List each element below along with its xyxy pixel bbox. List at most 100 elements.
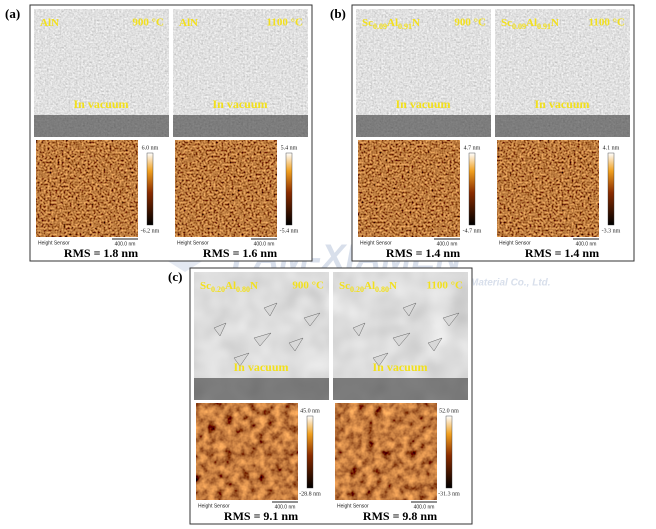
panel-label: (b) — [330, 6, 346, 21]
sem-grain — [303, 312, 321, 327]
temperature: 1100 °C — [427, 280, 464, 292]
afm-sensor: Height Sensor — [360, 240, 392, 246]
afm-min: -6.2 nm — [141, 228, 160, 234]
sem-grain — [253, 332, 272, 347]
temperature: 900 °C — [292, 280, 324, 292]
afm-min: -28.8 nm — [299, 491, 321, 497]
afm-colorbar — [285, 152, 293, 226]
afm-image — [36, 140, 138, 237]
material-part: AlN — [179, 17, 198, 29]
material-part: N — [250, 280, 258, 292]
material: Sc0.09Al0.91N — [501, 17, 559, 32]
afm-colorbar — [607, 152, 615, 226]
temperature: 1100 °C — [267, 17, 304, 29]
afm-scale: 400.0 nm — [275, 504, 296, 510]
material-part: Al — [526, 17, 537, 29]
sem-label: In vacuum — [395, 97, 450, 111]
rms: RMS = 1.8 nm — [64, 246, 138, 260]
sem-label: In vacuum — [73, 97, 128, 111]
watermark-company: Material Co., Ltd. — [470, 278, 551, 289]
material-part: N — [412, 17, 420, 29]
material-subscript: 0.09 — [373, 22, 387, 31]
material: AlN — [40, 17, 59, 29]
sem-grain — [392, 332, 411, 347]
afm-image — [497, 140, 599, 237]
afm-max: 45.0 nm — [300, 408, 320, 414]
material-subscript: 0.91 — [398, 22, 412, 31]
afm-sensor: Height Sensor — [337, 503, 369, 509]
material-part: N — [551, 17, 559, 29]
afm-max: 4.1 nm — [603, 145, 620, 151]
sem-info-bar — [194, 378, 329, 400]
afm-colorbar — [445, 415, 453, 489]
afm-scale: 400.0 nm — [414, 504, 435, 510]
sem-grain — [372, 352, 389, 367]
afm-max: 4.7 nm — [464, 145, 481, 151]
temperature: 1100 °C — [589, 17, 626, 29]
material-part: Sc — [200, 280, 211, 292]
sem-label: In vacuum — [372, 360, 427, 374]
sem-info-bar — [34, 115, 169, 137]
material-subscript: 0.20 — [211, 285, 225, 294]
afm-image — [196, 403, 298, 500]
afm-scale: 400.0 nm — [254, 241, 275, 247]
temperature: 900 °C — [454, 17, 486, 29]
panel-label: (c) — [168, 269, 182, 284]
sem-grain — [233, 352, 250, 367]
afm-min: -4.7 nm — [463, 228, 482, 234]
afm-scale: 400.0 nm — [115, 241, 136, 247]
afm-min: -31.3 nm — [438, 491, 460, 497]
afm-image — [358, 140, 460, 237]
afm-max: 52.0 nm — [439, 408, 459, 414]
material-subscript: 0.80 — [375, 285, 389, 294]
afm-min: -3.3 nm — [602, 228, 621, 234]
sem-grain — [402, 302, 417, 317]
material-subscript: 0.20 — [350, 285, 364, 294]
temperature: 900 °C — [132, 17, 164, 29]
afm-image — [175, 140, 277, 237]
panel-label: (a) — [5, 6, 20, 21]
sem-label: In vacuum — [233, 360, 288, 374]
sem-grain — [442, 312, 460, 327]
material: AlN — [179, 17, 198, 29]
material-part: Al — [364, 280, 375, 292]
sem-grain — [427, 337, 443, 352]
rms: RMS = 9.1 nm — [224, 509, 298, 523]
afm-max: 5.4 nm — [281, 145, 298, 151]
sem-info-bar — [356, 115, 491, 137]
rms: RMS = 1.6 nm — [203, 246, 277, 260]
material-subscript: 0.91 — [537, 22, 551, 31]
material-part: Sc — [501, 17, 512, 29]
afm-sensor: Height Sensor — [198, 503, 230, 509]
afm-colorbar — [306, 415, 314, 489]
afm-scale: 400.0 nm — [437, 241, 458, 247]
afm-sensor: Height Sensor — [499, 240, 531, 246]
afm-max: 6.0 nm — [142, 145, 159, 151]
afm-sensor: Height Sensor — [38, 240, 70, 246]
material-part: AlN — [40, 17, 59, 29]
material-subscript: 0.09 — [512, 22, 526, 31]
sem-grain — [288, 337, 304, 352]
sem-grain — [263, 302, 278, 317]
rms: RMS = 1.4 nm — [386, 246, 460, 260]
rms: RMS = 9.8 nm — [363, 509, 437, 523]
material: Sc0.20Al0.80N — [200, 280, 258, 295]
material-part: Al — [225, 280, 236, 292]
material-part: Sc — [339, 280, 350, 292]
material: Sc0.09Al0.91N — [362, 17, 420, 32]
material-subscript: 0.80 — [236, 285, 250, 294]
material-part: N — [389, 280, 397, 292]
sem-label: In vacuum — [534, 97, 589, 111]
afm-sensor: Height Sensor — [177, 240, 209, 246]
sem-label: In vacuum — [212, 97, 267, 111]
material-part: Al — [387, 17, 398, 29]
afm-min: -5.4 nm — [280, 228, 299, 234]
sem-grain — [352, 322, 366, 337]
afm-scale: 400.0 nm — [576, 241, 597, 247]
material: Sc0.20Al0.80N — [339, 280, 397, 295]
sem-info-bar — [173, 115, 308, 137]
sem-grain — [213, 322, 227, 337]
afm-colorbar — [468, 152, 476, 226]
material-part: Sc — [362, 17, 373, 29]
